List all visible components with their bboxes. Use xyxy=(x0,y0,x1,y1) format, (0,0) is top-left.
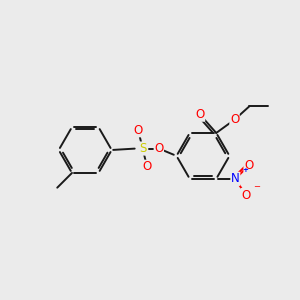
Text: O: O xyxy=(244,159,253,172)
Text: N: N xyxy=(231,172,240,185)
Text: O: O xyxy=(142,160,152,173)
Text: +: + xyxy=(242,167,248,173)
Text: −: − xyxy=(253,182,260,191)
Text: O: O xyxy=(230,113,239,126)
Text: O: O xyxy=(241,188,250,202)
Text: O: O xyxy=(154,142,164,155)
Text: O: O xyxy=(195,108,205,121)
Text: S: S xyxy=(139,142,146,155)
Text: O: O xyxy=(134,124,143,137)
